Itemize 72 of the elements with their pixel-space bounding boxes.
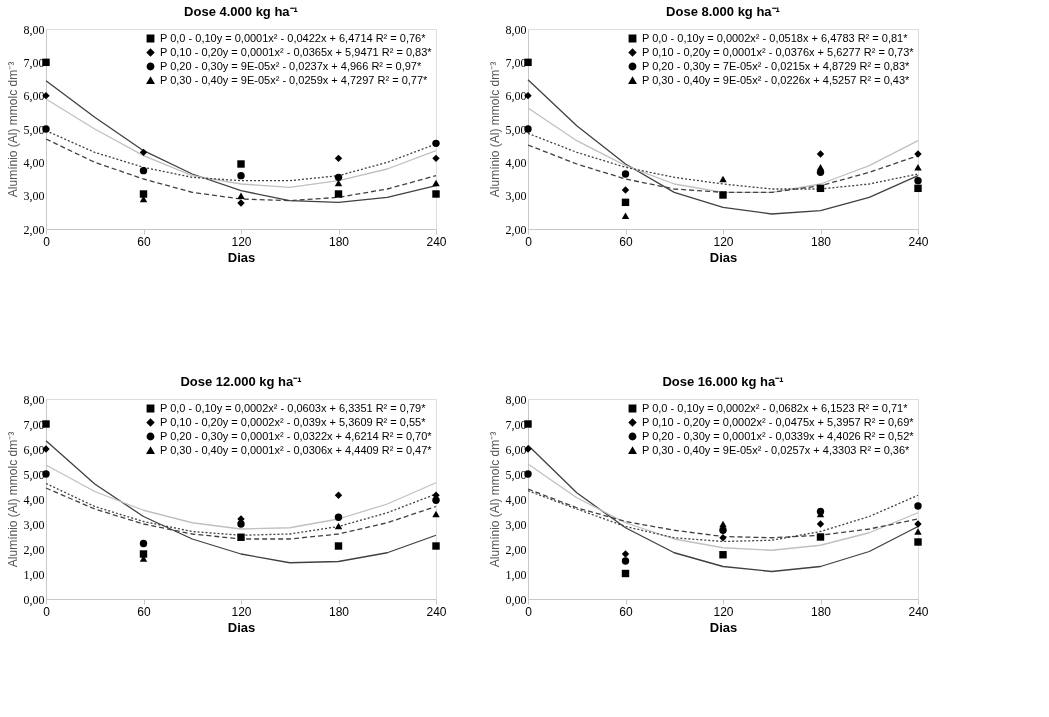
legend-label: P 0,0 - 0,10y = 0,0001x² - 0,0422x + 6,4714 R² = 0,76*	[160, 31, 427, 44]
legend-label: P 0,30 - 0,40y = 9E-05x² - 0,0259x + 4,7297 R² = 0,77*	[160, 73, 429, 86]
y-tick-label: 0,00	[505, 592, 527, 607]
y-axis-title: Alumínio (Al) mmolc dm⁻³	[487, 431, 502, 568]
y-tick-label: 2,00	[505, 542, 527, 557]
y-tick-label: 2,00	[505, 222, 527, 237]
y-tick-label: 6,00	[23, 89, 45, 104]
legend-label: P 0,20 - 0,30y = 7E-05x² - 0,0215x + 4,8729 R² = 0,83*	[642, 59, 911, 72]
legend-label: P 0,10 - 0,20y = 0,0001x² - 0,0376x + 5,6277 R² = 0,73*	[642, 45, 915, 58]
y-tick-label: 6,00	[505, 89, 527, 104]
x-tick-label: 240	[426, 234, 447, 249]
y-tick-label: 2,00	[23, 222, 45, 237]
y-tick-label: 8,00	[23, 392, 45, 407]
legend-label: P 0,0 - 0,10y = 0,0002x² - 0,0518x + 6,4783 R² = 0,81*	[642, 31, 909, 44]
y-axis-title: Alumínio (Al) mmolc dm⁻³	[5, 61, 20, 198]
y-tick-label: 8,00	[505, 392, 527, 407]
x-tick-label: 60	[137, 234, 151, 249]
x-tick-label: 120	[231, 604, 252, 619]
y-tick-label: 3,00	[505, 517, 527, 532]
x-tick-label: 120	[713, 604, 734, 619]
x-tick-label: 240	[908, 604, 929, 619]
legend-label: P 0,10 - 0,20y = 0,0002x² - 0,039x + 5,3609 R² = 0,55*	[160, 415, 427, 428]
x-tick-label: 240	[426, 604, 447, 619]
legend-label: P 0,20 - 0,30y = 9E-05x² - 0,0237x + 4,966 R² = 0,97*	[160, 59, 422, 72]
x-tick-label: 0	[43, 234, 51, 249]
y-tick-label: 1,00	[23, 567, 45, 582]
x-tick-label: 0	[525, 234, 533, 249]
y-tick-label: 0,00	[23, 592, 45, 607]
legend-label: P 0,30 - 0,40y = 9E-05x² - 0,0226x + 4,5257 R² = 0,43*	[642, 73, 911, 86]
y-tick-label: 8,00	[23, 22, 45, 37]
legend-label: P 0,30 - 0,40y = 0,0001x² - 0,0306x + 4,4409 R² = 0,47*	[160, 443, 433, 456]
x-tick-label: 0	[43, 604, 51, 619]
chart-title: Dose 4.000 kg ha⁻¹	[184, 4, 298, 19]
x-tick-label: 180	[810, 604, 832, 619]
x-tick-label: 180	[328, 234, 350, 249]
x-tick-label: 180	[328, 604, 350, 619]
legend-label: P 0,10 - 0,20y = 0,0001x² - 0,0365x + 5,9471 R² = 0,83*	[160, 45, 433, 58]
x-axis-title: Dias	[709, 249, 738, 265]
x-tick-label: 60	[137, 604, 151, 619]
chart-title: Dose 12.000 kg ha⁻¹	[180, 374, 302, 389]
y-tick-label: 8,00	[505, 22, 527, 37]
y-tick-label: 3,00	[23, 189, 45, 204]
x-tick-label: 60	[619, 604, 633, 619]
x-tick-label: 240	[908, 234, 929, 249]
x-tick-label: 120	[231, 234, 252, 249]
y-tick-label: 3,00	[23, 517, 45, 532]
y-tick-label: 6,00	[505, 442, 527, 457]
chart-title: Dose 16.000 kg ha⁻¹	[662, 374, 784, 389]
legend-label: P 0,20 - 0,30y = 0,0001x² - 0,0322x + 4,6214 R² = 0,70*	[160, 429, 433, 442]
y-axis-title: Alumínio (Al) mmolc dm⁻³	[5, 431, 20, 568]
y-tick-label: 6,00	[23, 442, 45, 457]
legend-label: P 0,0 - 0,10y = 0,0002x² - 0,0603x + 6,3351 R² = 0,79*	[160, 401, 427, 414]
legend-label: P 0,10 - 0,20y = 0,0002x² - 0,0475x + 5,3957 R² = 0,69*	[642, 415, 915, 428]
x-tick-label: 120	[713, 234, 734, 249]
y-tick-label: 1,00	[505, 567, 527, 582]
y-tick-label: 3,00	[505, 189, 527, 204]
legend-label: P 0,30 - 0,40y = 9E-05x² - 0,0257x + 4,3303 R² = 0,36*	[642, 443, 911, 456]
x-axis-title: Dias	[709, 619, 738, 635]
x-tick-label: 0	[525, 604, 533, 619]
y-tick-label: 2,00	[23, 542, 45, 557]
chart-title: Dose 8.000 kg ha⁻¹	[666, 4, 780, 19]
legend-label: P 0,0 - 0,10y = 0,0002x² - 0,0682x + 6,1523 R² = 0,71*	[642, 401, 909, 414]
x-axis-title: Dias	[227, 249, 256, 265]
y-tick-label: 4,00	[505, 492, 527, 507]
x-tick-label: 60	[619, 234, 633, 249]
y-tick-label: 4,00	[23, 155, 45, 170]
y-tick-label: 4,00	[23, 492, 45, 507]
y-tick-label: 4,00	[505, 155, 527, 170]
x-tick-label: 180	[810, 234, 832, 249]
legend-label: P 0,20 - 0,30y = 0,0001x² - 0,0339x + 4,4026 R² = 0,52*	[642, 429, 915, 442]
y-axis-title: Alumínio (Al) mmolc dm⁻³	[487, 61, 502, 198]
x-axis-title: Dias	[227, 619, 256, 635]
